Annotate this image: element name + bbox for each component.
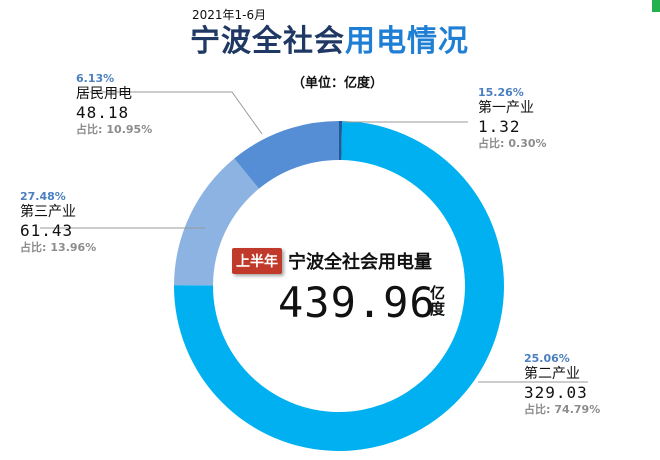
share-value: 0.30% — [508, 137, 547, 151]
share-secondary-industry: 占比: 74.79% — [524, 403, 600, 417]
center-heading: 上半年 宁波全社会用电量 — [232, 248, 432, 274]
share-tertiary-industry: 占比: 13.96% — [20, 241, 96, 255]
label-residential: 6.13% 居民用电 48.18 占比: 10.95% — [76, 72, 152, 137]
pct-residential: 6.13% — [76, 72, 115, 85]
share-residential: 占比: 10.95% — [76, 123, 152, 137]
value-residential: 48.18 — [76, 103, 130, 123]
title-part-topic: 用电情况 — [345, 24, 469, 59]
name-tertiary-industry: 第三产业 — [20, 203, 76, 220]
donut-slice-3 — [234, 121, 339, 189]
label-secondary-industry: 25.06% 第二产业 329.03 占比: 74.79% — [524, 352, 600, 417]
share-prefix: 占比: — [20, 241, 47, 255]
share-value: 13.96% — [50, 241, 97, 255]
title-part-region: 宁波全社会 — [190, 24, 345, 59]
unit-label: （单位：亿度） — [292, 76, 384, 91]
share-prefix: 占比: — [524, 403, 551, 417]
share-primary-industry: 占比: 0.30% — [478, 137, 547, 151]
leader-residential — [90, 91, 263, 135]
value-secondary-industry: 329.03 — [524, 383, 588, 403]
corner-marker — [652, 0, 660, 12]
name-residential: 居民用电 — [76, 85, 132, 102]
donut-slice-2 — [174, 158, 259, 286]
name-primary-industry: 第一产业 — [478, 99, 534, 116]
share-prefix: 占比: — [76, 123, 103, 137]
total-unit: 亿度 — [430, 284, 446, 318]
share-value: 74.79% — [554, 403, 601, 417]
pct-tertiary-industry: 27.48% — [20, 190, 66, 203]
label-primary-industry: 15.26% 第一产业 1.32 占比: 0.30% — [478, 86, 547, 151]
value-primary-industry: 1.32 — [478, 117, 521, 137]
value-tertiary-industry: 61.43 — [20, 221, 74, 241]
share-value: 10.95% — [106, 123, 153, 137]
name-secondary-industry: 第二产业 — [524, 365, 580, 382]
label-tertiary-industry: 27.48% 第三产业 61.43 占比: 13.96% — [20, 190, 96, 255]
half-year-badge: 上半年 — [232, 248, 282, 274]
page-title: 宁波全社会用电情况 — [190, 16, 469, 60]
pct-primary-industry: 15.26% — [478, 86, 524, 99]
date-range-label: 2021年1-6月 — [192, 8, 267, 22]
total-value: 439.96 — [278, 278, 436, 327]
donut-slice-0 — [339, 121, 343, 161]
share-prefix: 占比: — [478, 137, 505, 151]
center-title: 宁波全社会用电量 — [288, 252, 432, 273]
pct-secondary-industry: 25.06% — [524, 352, 570, 365]
